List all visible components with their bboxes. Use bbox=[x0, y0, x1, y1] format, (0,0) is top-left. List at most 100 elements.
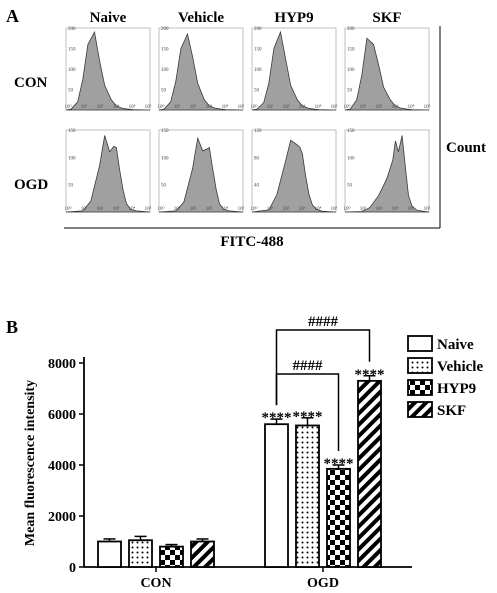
y-tick-label: 100 bbox=[68, 156, 76, 161]
histogram-ogd-hyp9: 10⁰ 10¹ 10² 10³ 10⁴ 10⁵ 40 80 120 bbox=[250, 129, 338, 213]
y-tick-label: 150 bbox=[161, 129, 169, 134]
bracket-label: #### bbox=[293, 358, 324, 374]
bracket-label: #### bbox=[308, 314, 339, 330]
bracket-line bbox=[275, 373, 340, 451]
x-tick-label: 10⁵ bbox=[238, 104, 245, 110]
histogram-area bbox=[65, 135, 151, 213]
x-tick-label: 10² bbox=[283, 104, 290, 110]
x-tick-label: 10¹ bbox=[81, 206, 88, 212]
x-tick-label: 10⁴ bbox=[129, 104, 136, 110]
y-tick-label: 150 bbox=[347, 48, 355, 53]
panel-b-label: B bbox=[6, 317, 18, 337]
x-tick-label: 10³ bbox=[392, 206, 399, 212]
bar-rect bbox=[357, 379, 382, 568]
x-tick-label: 10² bbox=[97, 206, 104, 212]
y-tick-label: 150 bbox=[254, 48, 262, 53]
x-tick-label: 10⁵ bbox=[331, 104, 338, 110]
x-tick-label: 10⁴ bbox=[222, 104, 229, 110]
y-tick-label: 100 bbox=[347, 68, 355, 73]
fitc-label: FITC-488 bbox=[220, 234, 283, 250]
bar-ogd-hyp9: **** bbox=[324, 456, 354, 568]
bar-rect bbox=[97, 540, 122, 568]
y-tick-label: 0 bbox=[69, 561, 76, 576]
y-tick-label: 50 bbox=[68, 184, 74, 189]
y-tick-label: 150 bbox=[161, 48, 169, 53]
x-tick-label: 10⁰ bbox=[343, 206, 350, 212]
x-tick-label-ogd: OGD bbox=[307, 576, 339, 591]
y-tick-label: 8000 bbox=[48, 357, 76, 372]
count-label: Count bbox=[446, 140, 486, 156]
y-tick-label: 40 bbox=[254, 184, 260, 189]
x-tick-label: 10⁵ bbox=[424, 206, 431, 212]
x-tick-label: 10¹ bbox=[81, 104, 88, 110]
bar-con-skf bbox=[190, 538, 215, 568]
bar-ogd-naive: **** bbox=[262, 410, 292, 568]
panel-b: B Mean fluorescence intensity 0 2000 4000 6… bbox=[6, 314, 483, 591]
y-tick-label: 100 bbox=[68, 68, 76, 73]
y-tick-label: 50 bbox=[161, 184, 167, 189]
bar-rect bbox=[264, 423, 289, 568]
bar-con-hyp9 bbox=[159, 543, 184, 568]
x-tick-label: 10⁵ bbox=[238, 206, 245, 212]
histogram-ogd-skf: 10⁰ 10¹ 10² 10³ 10⁴ 10⁵ 50 100 150 bbox=[343, 129, 431, 213]
bar-con-naive bbox=[97, 538, 122, 568]
x-tick-label: 10⁰ bbox=[157, 104, 164, 110]
column-header-vehicle: Vehicle bbox=[178, 10, 224, 26]
legend-swatch bbox=[407, 379, 433, 396]
x-tick-label: 10⁵ bbox=[145, 206, 152, 212]
x-tick-label: 10¹ bbox=[360, 104, 367, 110]
column-header-naive: Naive bbox=[90, 10, 127, 26]
significance-brackets: #### #### bbox=[275, 314, 371, 451]
x-tick-label: 10⁴ bbox=[315, 104, 322, 110]
y-tick-label: 200 bbox=[254, 27, 262, 32]
bar-rect bbox=[159, 545, 184, 568]
y-tick-label: 200 bbox=[347, 27, 355, 32]
y-tick-label: 100 bbox=[347, 156, 355, 161]
x-tick-label: 10¹ bbox=[267, 104, 274, 110]
legend-swatch bbox=[407, 357, 433, 374]
y-tick-label: 150 bbox=[68, 48, 76, 53]
legend-swatch bbox=[407, 401, 433, 418]
bracket-1: #### bbox=[275, 314, 371, 406]
bar-rect bbox=[128, 539, 153, 568]
y-tick-label: 100 bbox=[254, 68, 262, 73]
x-tick-label: 10³ bbox=[299, 206, 306, 212]
histogram-area bbox=[251, 139, 337, 213]
x-tick-label: 10³ bbox=[392, 104, 399, 110]
x-tick-label: 10² bbox=[283, 206, 290, 212]
x-tick-label: 10⁰ bbox=[250, 104, 257, 110]
legend-label: Naive bbox=[437, 337, 474, 353]
legend: Naive Vehicle HYP9 SKF bbox=[407, 335, 483, 419]
histogram-area bbox=[251, 30, 337, 111]
x-tick-label: 10⁰ bbox=[250, 206, 257, 212]
x-tick-label: 10¹ bbox=[174, 104, 181, 110]
column-headers: Naive Vehicle HYP9 SKF bbox=[90, 10, 402, 26]
y-tick-label: 100 bbox=[161, 68, 169, 73]
histogram-ogd-naive: 10⁰ 10¹ 10² 10³ 10⁴ 10⁵ 50 100 150 bbox=[64, 129, 152, 213]
legend-item-hyp9: HYP9 bbox=[407, 379, 476, 397]
x-tick-label: 10⁴ bbox=[222, 206, 229, 212]
bar-ogd-vehicle: **** bbox=[293, 409, 323, 568]
significance-label: **** bbox=[262, 410, 292, 426]
y-tick-label: 4000 bbox=[48, 459, 76, 474]
bar-rect bbox=[295, 424, 320, 568]
x-tick-label: 10⁵ bbox=[424, 104, 431, 110]
histogram-con-hyp9: 10⁰ 10¹ 10² 10³ 10⁴ 10⁵ 50 100 150 200 bbox=[250, 27, 338, 111]
x-tick-label-con: CON bbox=[140, 576, 171, 591]
x-tick-label: 10¹ bbox=[360, 206, 367, 212]
y-tick-label: 6000 bbox=[48, 408, 76, 423]
x-tick-label: 10¹ bbox=[174, 206, 181, 212]
x-tick-label: 10³ bbox=[206, 104, 213, 110]
y-tick-label: 50 bbox=[254, 89, 260, 94]
x-tick-label: 10³ bbox=[113, 206, 120, 212]
x-tick-label: 10⁴ bbox=[408, 206, 415, 212]
significance-label: **** bbox=[293, 409, 323, 425]
x-tick-label: 10⁰ bbox=[64, 206, 71, 212]
x-tick-label: 10⁰ bbox=[343, 104, 350, 110]
x-tick-label: 10² bbox=[376, 104, 383, 110]
x-tick-label: 10⁴ bbox=[408, 104, 415, 110]
histogram-con-skf: 10⁰ 10¹ 10² 10³ 10⁴ 10⁵ 50 100 150 200 bbox=[343, 27, 431, 111]
row-label-ogd: OGD bbox=[14, 177, 48, 193]
column-header-skf: SKF bbox=[372, 10, 401, 26]
x-tick-label: 10² bbox=[190, 104, 197, 110]
